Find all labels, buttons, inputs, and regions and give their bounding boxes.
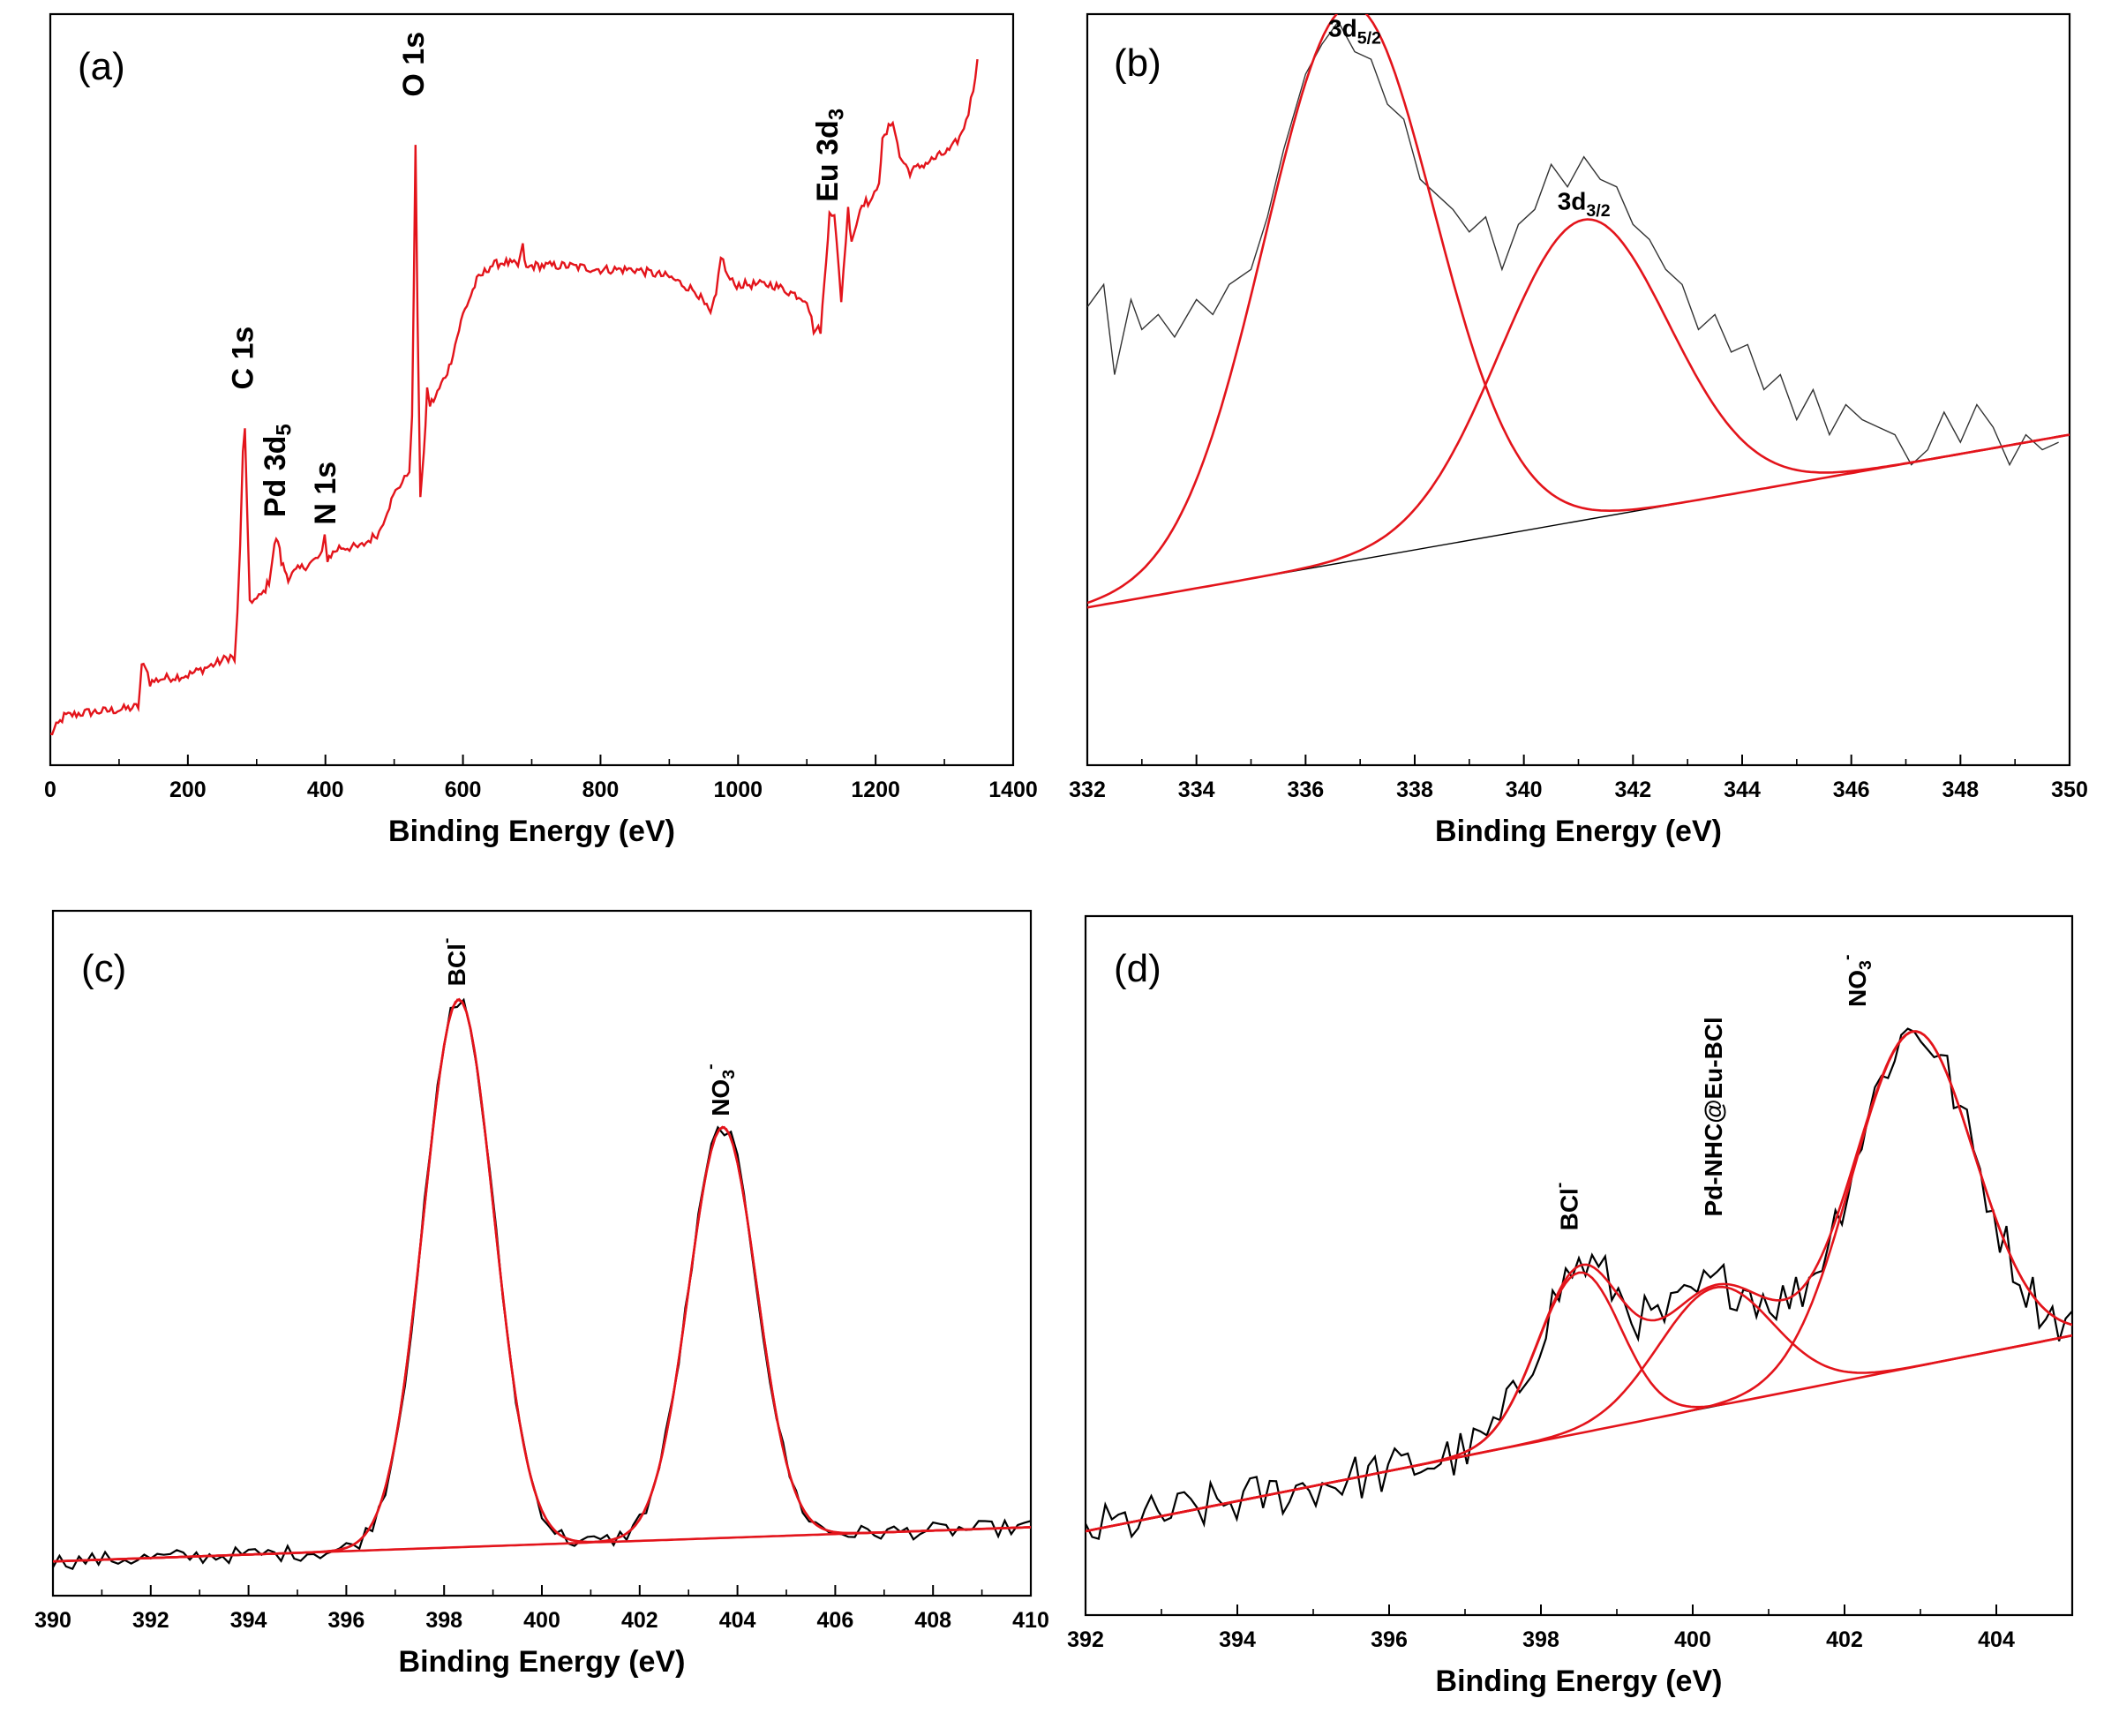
x-tick-label: 404: [719, 1608, 756, 1633]
x-tick-label: 348: [1942, 778, 1979, 802]
peak-annotation: Pd 3d5: [259, 424, 297, 517]
raw-spectrum-line: [1087, 20, 2059, 467]
fitted-peak-curve: [53, 998, 1031, 1563]
fitted-peak-curve: [1086, 1271, 2072, 1533]
x-tick-label: 396: [1371, 1627, 1408, 1652]
fitted-peak-curve: [53, 1125, 1031, 1563]
x-tick-label: 402: [1826, 1627, 1863, 1652]
peak-annotation: 3d3/2: [1558, 187, 1611, 221]
x-tick-label: 1200: [851, 778, 900, 802]
x-tick-label: 392: [132, 1608, 169, 1633]
plot-frame: [51, 909, 1033, 1597]
peak-annotation: Pd-NHC@Eu-BCl: [1700, 1017, 1727, 1216]
panel-c: (c) 390 392 394 396 398 400 402 404 406 408 410 Bin…: [34, 909, 1049, 1679]
panel-d-label: (d): [1114, 947, 1161, 990]
x-tick-label: 404: [1978, 1627, 2015, 1652]
x-tick-label: 200: [169, 778, 207, 802]
raw-spectrum-line: [1086, 1027, 2072, 1540]
x-tick-label: 1400: [988, 778, 1038, 802]
x-tick-label: 396: [328, 1608, 365, 1633]
peak-annotation: C 1s: [227, 327, 260, 390]
plot-area: [1087, 14, 2070, 609]
x-tick-label: 340: [1506, 778, 1543, 802]
x-tick-label: 390: [34, 1608, 71, 1633]
x-axis-title: Binding Energy (eV): [388, 815, 675, 848]
x-tick-label: 400: [307, 778, 344, 802]
peak-annotation: NO3-: [1837, 955, 1875, 1007]
x-tick-label: 394: [230, 1608, 267, 1633]
peak-annotation: N 1s: [309, 462, 342, 525]
x-tick-label: 332: [1069, 778, 1106, 802]
panel-a: (a) 0 200 400 600 800 1000 1200 1400 Binding Ene…: [44, 12, 1038, 848]
x-tick-label: 600: [445, 778, 482, 802]
raw-spectrum-line: [53, 997, 1031, 1570]
x-axis-title: Binding Energy (eV): [1435, 815, 1722, 848]
x-tick-label: 344: [1724, 778, 1761, 802]
plot-area: [53, 997, 1031, 1570]
x-axis-title: Binding Energy (eV): [1436, 1665, 1723, 1698]
peak-annotation: BCl-: [437, 938, 470, 987]
plot-area: [1086, 1027, 2072, 1540]
x-tick-label: 334: [1178, 778, 1215, 802]
x-tick-label: 338: [1396, 778, 1433, 802]
fitted-peak-curve: [1087, 14, 2070, 605]
fitted-peak-curve: [1086, 1285, 2072, 1533]
peak-annotation: BCl-: [1550, 1183, 1583, 1231]
x-tick-label: 1000: [713, 778, 763, 802]
x-tick-label: 0: [44, 778, 56, 802]
x-tick-label: 800: [582, 778, 620, 802]
x-tick-label: 392: [1067, 1627, 1104, 1652]
plot-frame: [1086, 12, 2071, 767]
x-tick-label: 394: [1219, 1627, 1256, 1652]
fit-envelope-curve: [1086, 1030, 2072, 1533]
spectrum-line: [50, 58, 979, 736]
panel-d: (d) 392 394 396 398 400 402 404 Binding Energy …: [1067, 914, 2074, 1698]
peak-annotation: 3d5/2: [1328, 15, 1381, 49]
x-tick-label: 410: [1012, 1608, 1049, 1633]
panel-b: (b) 332 334 336 338 340 342 344 346 348 350 Bindin…: [1069, 12, 2088, 848]
panel-b-label: (b): [1114, 41, 1161, 85]
x-tick-label: 342: [1614, 778, 1651, 802]
peak-annotation: O 1s: [397, 32, 431, 97]
x-axis-title: Binding Energy (eV): [399, 1645, 686, 1679]
peak-annotation: NO3-: [701, 1063, 739, 1116]
x-tick-label: 406: [817, 1608, 854, 1633]
fitted-peak-curve: [1087, 218, 2070, 609]
x-tick-label: 408: [914, 1608, 951, 1633]
x-tick-label: 402: [621, 1608, 658, 1633]
plot-frame: [1084, 914, 2074, 1617]
x-tick-label: 336: [1287, 778, 1324, 802]
plot-frame: [49, 12, 1015, 767]
panel-a-label: (a): [78, 45, 125, 88]
x-tick-label: 400: [523, 1608, 560, 1633]
peak-annotation: Eu 3d3: [811, 109, 849, 202]
panel-c-label: (c): [81, 947, 126, 990]
x-tick-label: 346: [1833, 778, 1870, 802]
x-tick-label: 398: [1522, 1627, 1559, 1652]
plot-area: [50, 58, 979, 736]
x-tick-label: 350: [2051, 778, 2088, 802]
fitted-peak-curve: [1086, 1030, 2072, 1533]
fit-envelope-curve: [53, 997, 1031, 1563]
x-tick-label: 400: [1674, 1627, 1711, 1652]
x-tick-label: 398: [425, 1608, 462, 1633]
